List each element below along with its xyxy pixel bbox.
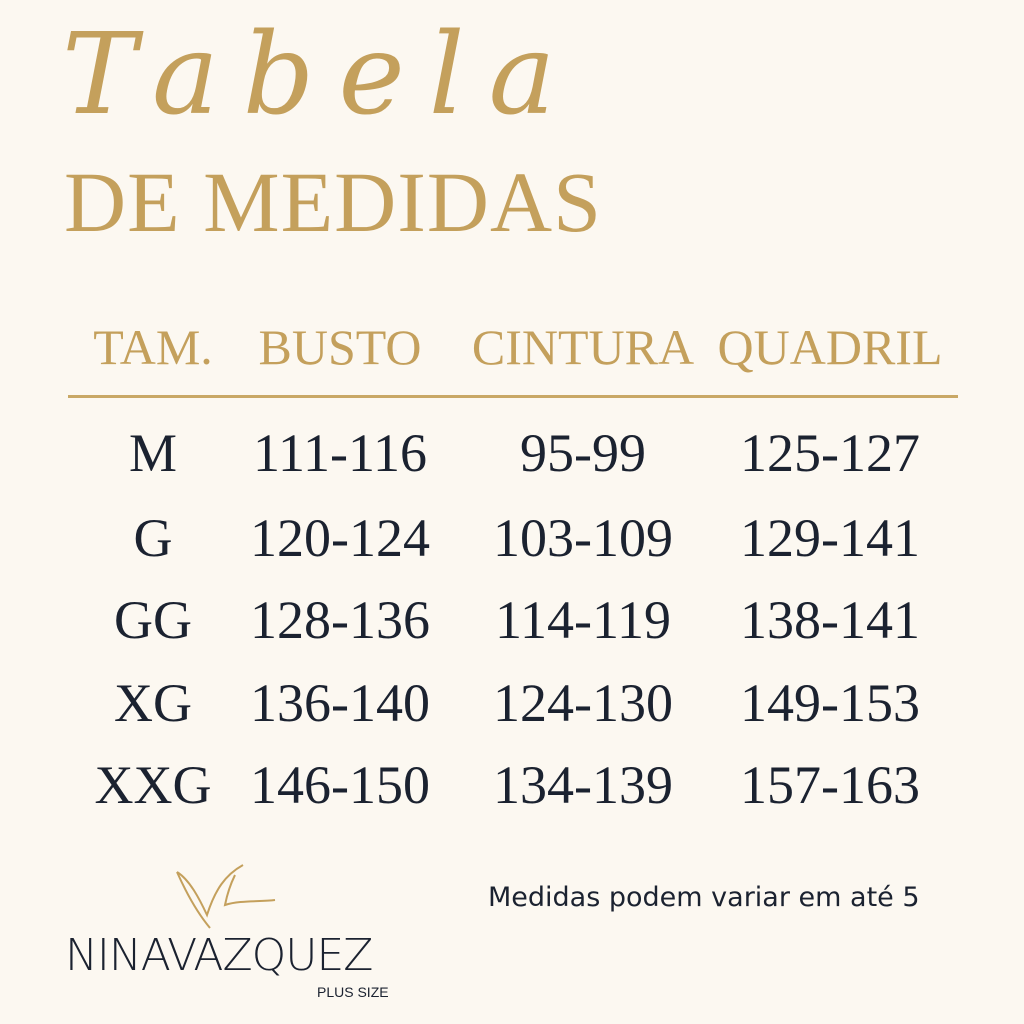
header-busto: BUSTO <box>258 319 422 375</box>
disclaimer-note: Medidas podem variar em até 5 <box>488 882 920 913</box>
table-cell: 103-109 <box>493 508 673 568</box>
brand-name: NINAVAZQUEZ <box>65 930 373 981</box>
table-cell: 95-99 <box>520 423 646 483</box>
table-cell: XG <box>114 673 192 733</box>
table-cell: 136-140 <box>250 673 430 733</box>
table-cell: GG <box>114 590 192 650</box>
brand-tagline: PLUS SIZE <box>317 984 389 1000</box>
header-divider <box>68 395 958 398</box>
table-cell: 129-141 <box>740 508 920 568</box>
table-cell: G <box>133 508 173 568</box>
leaf-icon <box>176 864 276 929</box>
page-title: DE MEDIDAS <box>64 154 602 250</box>
table-cell: 149-153 <box>740 673 920 733</box>
table-cell: 120-124 <box>250 508 430 568</box>
header-quadril: QUADRIL <box>717 319 943 375</box>
table-cell: 111-116 <box>253 423 427 483</box>
table-cell: M <box>128 423 178 483</box>
header-cintura: CINTURA <box>471 319 695 375</box>
table-cell: 138-141 <box>740 590 920 650</box>
header-tam: TAM. <box>93 319 213 375</box>
table-cell: XXG <box>94 755 212 815</box>
brand-logo: NINAVAZQUEZ PLUS SIZE <box>65 860 405 1010</box>
table-cell: 128-136 <box>250 590 430 650</box>
table-cell: 124-130 <box>493 673 673 733</box>
table-cell: 134-139 <box>493 755 673 815</box>
title-script: Tabela <box>62 10 580 140</box>
table-cell: 125-127 <box>740 423 920 483</box>
table-cell: 146-150 <box>250 755 430 815</box>
table-cell: 157-163 <box>740 755 920 815</box>
table-cell: 114-119 <box>495 590 671 650</box>
